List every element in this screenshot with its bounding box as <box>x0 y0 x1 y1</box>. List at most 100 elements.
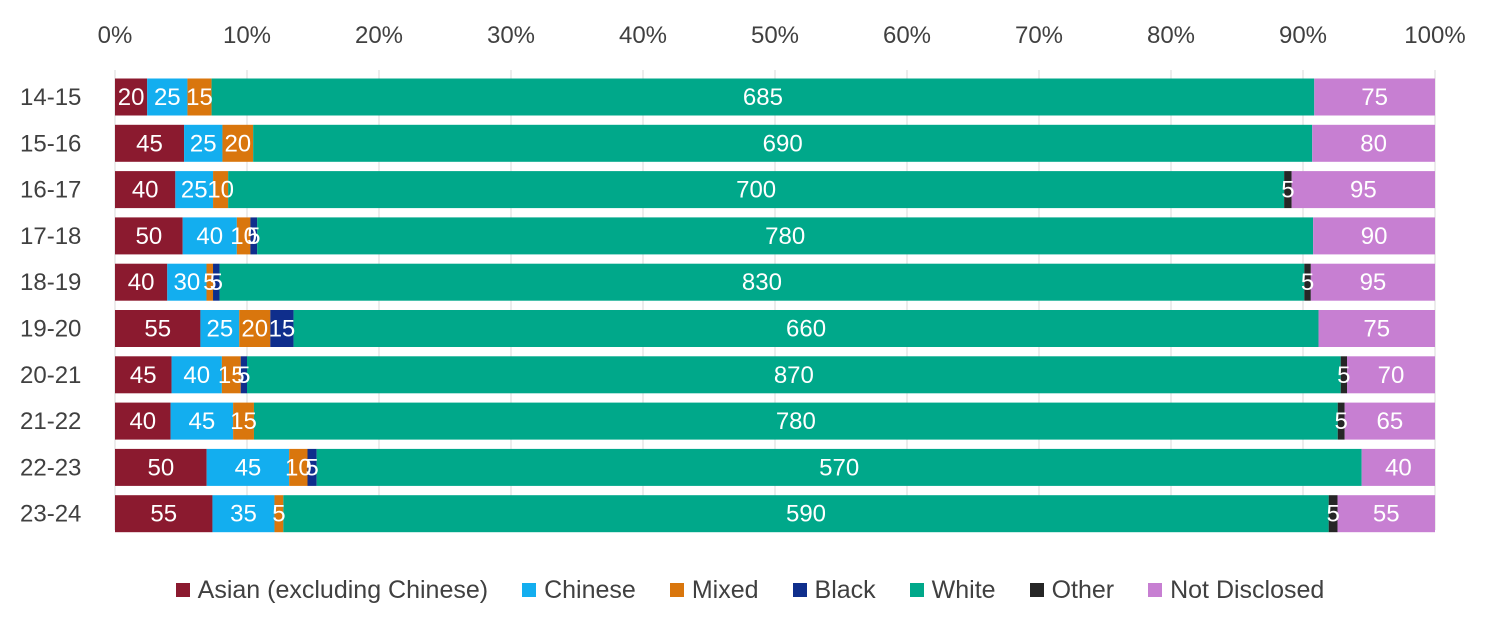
x-tick-label: 80% <box>1147 22 1195 49</box>
data-label: 20 <box>241 316 268 343</box>
data-label: 20 <box>118 84 145 111</box>
legend-label: White <box>931 575 996 604</box>
x-tick-label: 0% <box>98 22 133 49</box>
data-label: 25 <box>154 84 181 111</box>
category-label: 23-24 <box>20 501 81 528</box>
data-label: 40 <box>132 177 159 204</box>
bar-segment <box>1304 263 1311 301</box>
data-label: 10 <box>285 454 312 481</box>
category-label: 22-23 <box>20 454 81 481</box>
legend-item: Not Disclosed <box>1148 576 1324 605</box>
bar-segment <box>1312 124 1435 162</box>
data-label: 5 <box>1301 269 1314 296</box>
bar-segment <box>283 495 1329 533</box>
x-tick-label: 90% <box>1279 22 1327 49</box>
legend-label: Not Disclosed <box>1170 575 1325 604</box>
bar-segment <box>1347 356 1435 394</box>
x-tick-label: 70% <box>1015 22 1063 49</box>
data-label: 5 <box>1335 408 1348 435</box>
x-tick-label: 60% <box>883 22 931 49</box>
legend-item: Asian (excluding Chinese) <box>175 575 489 605</box>
bar-segment <box>307 448 317 486</box>
legend-swatch <box>175 583 190 597</box>
legend-label: Black <box>814 575 876 604</box>
data-label: 5 <box>1326 501 1339 528</box>
legend-item: White <box>909 575 996 605</box>
bar-segment <box>115 310 201 347</box>
x-tick-label: 100% <box>1404 22 1465 49</box>
data-label: 5 <box>1337 362 1350 389</box>
bar-segment <box>115 402 171 440</box>
bar-segment <box>228 171 1285 209</box>
bar-segment <box>1284 171 1292 209</box>
bar-segment <box>175 171 214 209</box>
data-label: 75 <box>1361 84 1388 111</box>
bar-segment <box>1337 402 1345 440</box>
data-label: 40 <box>183 362 210 389</box>
data-label: 45 <box>136 130 163 157</box>
legend-label: Chinese <box>544 575 636 604</box>
data-label: 25 <box>181 177 208 204</box>
legend-item: Other <box>1029 576 1114 605</box>
bar-segment <box>200 310 240 347</box>
data-label: 40 <box>196 223 223 250</box>
bar-segment <box>187 78 212 116</box>
bar-segment <box>170 402 234 440</box>
bar-segment <box>171 356 222 394</box>
bar-segment <box>239 310 271 347</box>
data-label: 5 <box>203 269 216 296</box>
data-label: 780 <box>765 223 805 250</box>
data-label: 15 <box>218 362 245 389</box>
bar-segment <box>213 263 220 301</box>
category-label: 14-15 <box>20 84 81 111</box>
bar-segment <box>1361 448 1435 486</box>
bar-segment <box>167 263 207 301</box>
data-label: 5 <box>237 362 250 389</box>
bar-segment <box>247 356 1341 394</box>
category-label: 16-17 <box>20 177 81 204</box>
data-label: 590 <box>786 501 826 528</box>
bar-segment <box>250 217 258 255</box>
bar-segment <box>1337 495 1435 533</box>
data-label: 45 <box>188 408 215 435</box>
category-label: 21-22 <box>20 408 81 435</box>
data-label: 780 <box>776 408 816 435</box>
legend-swatch <box>1148 583 1163 597</box>
data-label: 570 <box>819 454 859 481</box>
data-label: 70 <box>1378 362 1405 389</box>
legend-swatch <box>909 583 924 597</box>
bar-segment <box>289 448 308 486</box>
bar-segment <box>1313 217 1435 255</box>
bar-segment <box>213 171 229 209</box>
legend-swatch <box>792 583 807 597</box>
x-tick-label: 50% <box>751 22 799 49</box>
data-label: 75 <box>1363 316 1390 343</box>
bar-segment <box>221 356 241 394</box>
bar-segment <box>219 263 1305 301</box>
bar-segment <box>253 402 1338 440</box>
bar-segment <box>182 217 237 255</box>
bar-segment <box>274 495 284 533</box>
x-tick-label: 10% <box>223 22 271 49</box>
bar-segment <box>316 448 1362 486</box>
bar-segment <box>1318 310 1435 347</box>
data-label: 55 <box>150 501 177 528</box>
data-label: 5 <box>305 454 318 481</box>
data-label: 95 <box>1360 269 1387 296</box>
bar-segment <box>270 310 294 347</box>
x-axis-tick-labels: 0% 10% 20% 30% 40% 50% 60% 70% 80% 90% 100% <box>98 22 1466 49</box>
data-label: 40 <box>129 408 156 435</box>
data-label: 65 <box>1376 408 1403 435</box>
data-label: 40 <box>1385 454 1412 481</box>
legend-item: Chinese <box>522 576 636 605</box>
data-label: 45 <box>235 454 262 481</box>
bar-segment <box>222 124 254 162</box>
bar-segment <box>1344 402 1435 440</box>
x-tick-label: 40% <box>619 22 667 49</box>
stacked-bar-chart: 0% 10% 20% 30% 40% 50% 60% 70% 80% 90% 100% 20 25 15… <box>20 22 1466 533</box>
bar-segment <box>115 495 213 533</box>
data-label: 35 <box>230 501 257 528</box>
data-label: 55 <box>1373 501 1400 528</box>
legend-label: Asian (excluding Chinese) <box>197 575 489 604</box>
